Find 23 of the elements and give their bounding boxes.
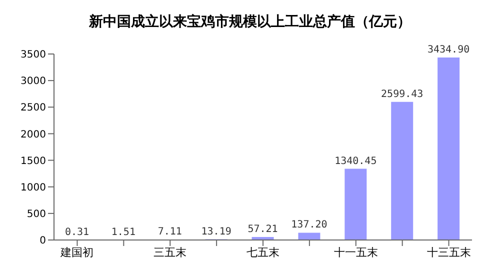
x-tick-label: 三五末 xyxy=(154,246,187,259)
chart-title: 新中国成立以来宝鸡市规模以上工业总产值（亿元） xyxy=(88,12,412,32)
data-label: 1.51 xyxy=(111,226,136,238)
y-tick-label: 1500 xyxy=(20,156,46,167)
y-tick-label: 3000 xyxy=(20,76,46,88)
y-tick-label: 500 xyxy=(26,208,46,220)
y-tick-label: 3500 xyxy=(20,50,46,61)
data-label: 2599.43 xyxy=(381,88,424,100)
y-tick-label: 2000 xyxy=(20,129,46,140)
data-label: 13.19 xyxy=(201,226,232,238)
x-tick-label: 十一五末 xyxy=(334,246,378,259)
data-label: 7.11 xyxy=(158,226,182,238)
data-label: 3434.90 xyxy=(427,44,470,56)
y-tick-label: 1000 xyxy=(20,182,46,194)
data-label: 0.31 xyxy=(64,226,90,238)
data-label: 1340.45 xyxy=(334,156,377,167)
y-tick-label: 0 xyxy=(40,236,46,247)
x-tick-label: 十三五末 xyxy=(426,246,471,259)
x-tick-label: 七五末 xyxy=(246,246,280,259)
data-label: 57.21 xyxy=(248,224,278,235)
y-tick-label: 2500 xyxy=(20,102,46,114)
x-tick-label: 建国初 xyxy=(60,246,94,259)
data-label: 137.20 xyxy=(291,220,328,231)
